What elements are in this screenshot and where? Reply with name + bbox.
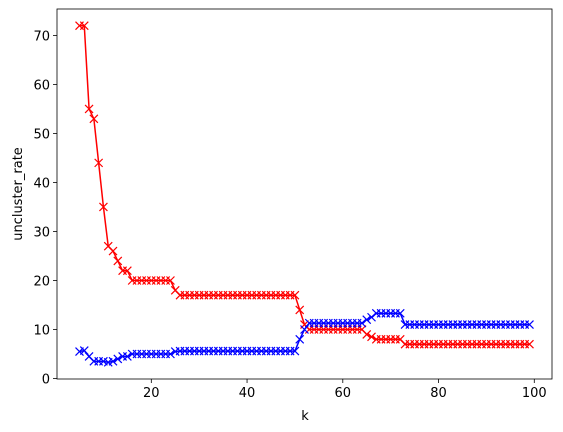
y-tick-label: 40: [33, 176, 50, 191]
marker: [525, 339, 534, 349]
y-axis-label: uncluster_rate: [11, 147, 26, 241]
y-tick-label: 10: [33, 324, 50, 339]
marker: [525, 320, 534, 330]
marker: [122, 266, 132, 276]
y-tick-label: 70: [33, 29, 50, 44]
marker: [362, 315, 372, 325]
marker: [79, 346, 89, 356]
marker: [84, 104, 94, 114]
y-tick-label: 20: [33, 274, 50, 289]
plot-frame: [56, 8, 553, 380]
marker: [290, 346, 300, 356]
x-tick-label: 20: [143, 386, 160, 401]
marker: [362, 329, 372, 339]
marker: [395, 308, 405, 318]
marker: [166, 349, 175, 359]
marker: [166, 276, 175, 285]
marker: [300, 325, 309, 334]
marker: [113, 354, 123, 364]
marker: [79, 21, 89, 31]
y-tick-label: 60: [33, 78, 50, 93]
x-tick-label: 80: [430, 386, 447, 401]
y-tick-label: 0: [42, 373, 50, 388]
marker: [89, 114, 99, 124]
marker: [122, 352, 132, 361]
marker: [108, 356, 118, 366]
marker: [367, 312, 376, 322]
x-tick-label: 60: [335, 386, 352, 401]
marker: [367, 332, 376, 342]
y-tick-label: 50: [33, 127, 50, 142]
marker: [108, 246, 118, 256]
marker: [290, 290, 300, 300]
marker: [113, 256, 123, 266]
x-tick-label: 40: [239, 386, 256, 401]
x-axis-label: k: [301, 409, 309, 424]
marker: [295, 334, 305, 344]
marker: [94, 158, 104, 168]
marker: [357, 318, 367, 328]
marker: [99, 202, 108, 212]
series-line: [79, 24, 530, 345]
x-tick-label: 100: [522, 386, 547, 401]
marker: [295, 305, 305, 315]
y-tick-label: 30: [33, 225, 50, 240]
